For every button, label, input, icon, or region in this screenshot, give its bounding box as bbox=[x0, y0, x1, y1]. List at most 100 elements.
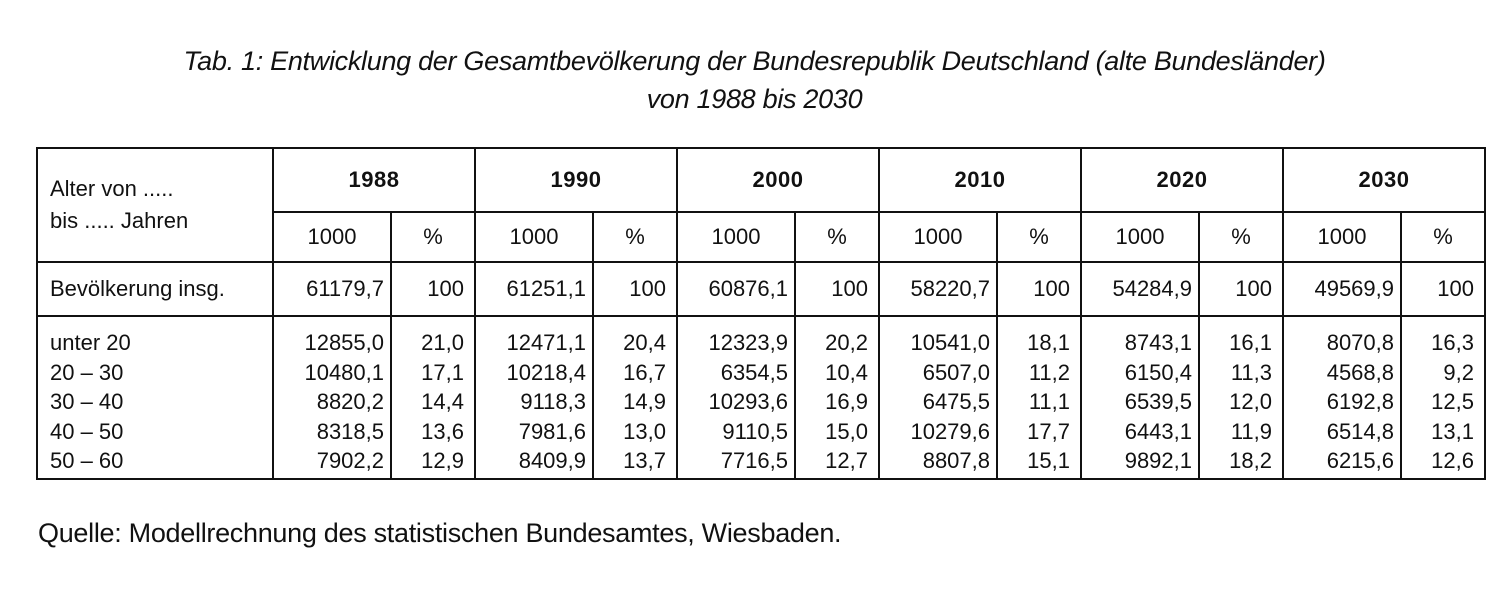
age-group-label: 50 – 60 bbox=[50, 448, 124, 473]
year-header: 2030 bbox=[1282, 147, 1486, 213]
abs-column-2000: 12323,9 6354,5 10293,6 9110,5 7716,5 bbox=[676, 315, 796, 480]
total-pct-cell: 100 bbox=[390, 261, 476, 317]
abs-column-2010: 10541,0 6507,0 6475,5 10279,6 8807,8 bbox=[878, 315, 998, 480]
abs-cell: 10480,1 bbox=[304, 359, 384, 385]
total-abs-cell: 60876,1 bbox=[676, 261, 796, 317]
unit-abs-header: 1000 bbox=[474, 211, 594, 263]
age-group-label: unter 20 bbox=[50, 330, 131, 355]
unit-pct-header: % bbox=[794, 211, 880, 263]
abs-cell: 6507,0 bbox=[922, 359, 990, 385]
abs-cell: 10541,0 bbox=[910, 330, 990, 355]
abs-cell: 12471,1 bbox=[506, 330, 586, 355]
pct-cell: 16,1 bbox=[1229, 330, 1272, 355]
pct-cell: 20,4 bbox=[623, 330, 666, 355]
abs-cell: 6354,5 bbox=[720, 359, 788, 385]
pct-cell: 21,0 bbox=[421, 330, 464, 355]
abs-cell: 8070,8 bbox=[1326, 330, 1394, 355]
year-header: 1988 bbox=[272, 147, 476, 213]
unit-pct-header: % bbox=[996, 211, 1082, 263]
abs-cell: 6539,5 bbox=[1124, 389, 1192, 414]
unit-abs-header: 1000 bbox=[1282, 211, 1402, 263]
total-pct-cell: 100 bbox=[592, 261, 678, 317]
age-group-label: 20 – 30 bbox=[50, 359, 124, 385]
pct-cell: 16,7 bbox=[623, 359, 666, 385]
abs-cell: 6215,6 bbox=[1326, 448, 1394, 473]
pct-cell: 18,1 bbox=[1027, 330, 1070, 355]
pct-cell: 17,7 bbox=[1027, 418, 1070, 444]
abs-cell: 9110,5 bbox=[722, 418, 788, 444]
abs-cell: 6514,8 bbox=[1326, 418, 1394, 444]
abs-cell: 7902,2 bbox=[316, 448, 384, 473]
pct-column-2000: 20,2 10,4 16,9 15,0 12,7 bbox=[794, 315, 880, 480]
total-abs-cell: 49569,9 bbox=[1282, 261, 1402, 317]
year-header-row: Alter von ..... bis ..... Jahren 1988 19… bbox=[36, 147, 1486, 263]
pct-cell: 10,4 bbox=[825, 359, 868, 385]
abs-cell: 9118,3 bbox=[520, 389, 586, 414]
abs-cell: 4568,8 bbox=[1326, 359, 1394, 385]
title-line-2: von 1988 bis 2030 bbox=[646, 84, 863, 114]
year-header: 1990 bbox=[474, 147, 678, 213]
abs-cell: 8743,1 bbox=[1124, 330, 1192, 355]
pct-column-2010: 18,1 11,2 11,1 17,7 15,1 bbox=[996, 315, 1082, 480]
year-header: 2020 bbox=[1080, 147, 1284, 213]
pct-cell: 11,3 bbox=[1230, 359, 1272, 385]
age-group-label: 30 – 40 bbox=[50, 389, 124, 414]
abs-column-1990: 12471,1 10218,4 9118,3 7981,6 8409,9 bbox=[474, 315, 594, 480]
abs-cell: 6192,8 bbox=[1326, 389, 1394, 414]
abs-cell: 8820,2 bbox=[316, 389, 384, 414]
population-table: Alter von ..... bis ..... Jahren 1988 19… bbox=[36, 147, 1486, 480]
unit-pct-header: % bbox=[1198, 211, 1284, 263]
age-column-header: Alter von ..... bis ..... Jahren bbox=[36, 147, 274, 263]
abs-column-2030: 8070,8 4568,8 6192,8 6514,8 6215,6 bbox=[1282, 315, 1402, 480]
total-abs-cell: 61251,1 bbox=[474, 261, 594, 317]
total-pct-cell: 100 bbox=[1198, 261, 1284, 317]
abs-cell: 8409,9 bbox=[518, 448, 586, 473]
pct-cell: 15,1 bbox=[1027, 448, 1070, 473]
pct-cell: 13,6 bbox=[421, 418, 464, 444]
pct-cell: 12,7 bbox=[825, 448, 868, 473]
unit-abs-header: 1000 bbox=[676, 211, 796, 263]
year-header: 2010 bbox=[878, 147, 1082, 213]
pct-cell: 12,5 bbox=[1431, 389, 1474, 414]
pct-cell: 12,0 bbox=[1229, 389, 1272, 414]
total-abs-cell: 54284,9 bbox=[1080, 261, 1200, 317]
pct-cell: 12,9 bbox=[421, 448, 464, 473]
abs-column-2020: 8743,1 6150,4 6539,5 6443,1 9892,1 bbox=[1080, 315, 1200, 480]
total-pct-cell: 100 bbox=[1400, 261, 1486, 317]
abs-cell: 10279,6 bbox=[910, 418, 990, 444]
pct-column-1988: 21,0 17,1 14,4 13,6 12,9 bbox=[390, 315, 476, 480]
total-pct-cell: 100 bbox=[794, 261, 880, 317]
abs-cell: 10293,6 bbox=[708, 389, 788, 414]
pct-cell: 20,2 bbox=[825, 330, 868, 355]
total-label: Bevölkerung insg. bbox=[36, 261, 274, 317]
age-label-line-1: Alter von ..... bbox=[50, 176, 174, 201]
pct-cell: 9,2 bbox=[1443, 359, 1474, 385]
abs-cell: 12855,0 bbox=[304, 330, 384, 355]
total-abs-cell: 61179,7 bbox=[272, 261, 392, 317]
abs-cell: 10218,4 bbox=[506, 359, 586, 385]
pct-cell: 12,6 bbox=[1431, 448, 1474, 473]
pct-cell: 11,1 bbox=[1028, 389, 1070, 414]
unit-pct-header: % bbox=[1400, 211, 1486, 263]
pct-cell: 15,0 bbox=[825, 418, 868, 444]
unit-pct-header: % bbox=[390, 211, 476, 263]
abs-cell: 7981,6 bbox=[518, 418, 586, 444]
pct-cell: 16,3 bbox=[1431, 330, 1474, 355]
pct-cell: 18,2 bbox=[1229, 448, 1272, 473]
pct-cell: 13,7 bbox=[623, 448, 666, 473]
age-group-labels: unter 20 20 – 30 30 – 40 40 – 50 50 – 60 bbox=[36, 315, 274, 480]
abs-cell: 12323,9 bbox=[708, 330, 788, 355]
pct-cell: 14,4 bbox=[421, 389, 464, 414]
abs-cell: 7716,5 bbox=[720, 448, 788, 473]
pct-column-1990: 20,4 16,7 14,9 13,0 13,7 bbox=[592, 315, 678, 480]
table-title: Tab. 1: Entwicklung der Gesamtbevölkerun… bbox=[0, 42, 1509, 118]
age-groups-row: unter 20 20 – 30 30 – 40 40 – 50 50 – 60… bbox=[36, 315, 1486, 480]
age-label-line-2: bis ..... Jahren bbox=[50, 208, 189, 233]
abs-cell: 8807,8 bbox=[922, 448, 990, 473]
pct-cell: 16,9 bbox=[825, 389, 868, 414]
total-population-row: Bevölkerung insg. 61179,7 100 61251,1 10… bbox=[36, 261, 1486, 317]
pct-cell: 13,0 bbox=[623, 418, 666, 444]
abs-cell: 6443,1 bbox=[1124, 418, 1192, 444]
unit-abs-header: 1000 bbox=[878, 211, 998, 263]
abs-cell: 8318,5 bbox=[316, 418, 384, 444]
